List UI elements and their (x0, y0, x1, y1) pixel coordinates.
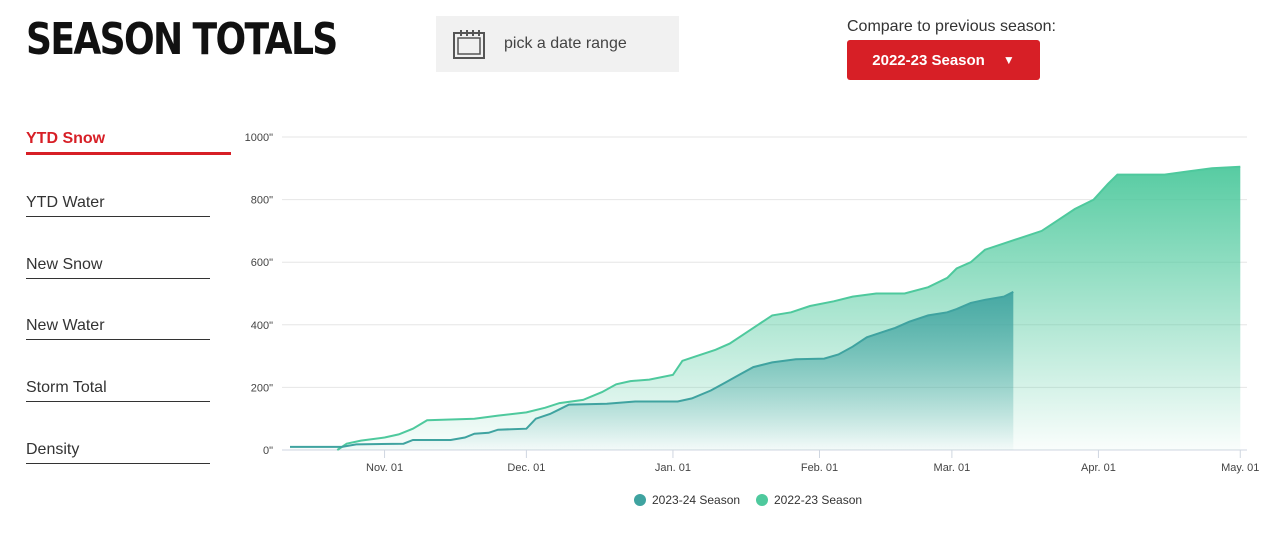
nav-item-new-snow[interactable]: New Snow (26, 256, 210, 279)
nav-item-ytd-snow[interactable]: YTD Snow (26, 130, 231, 155)
calendar-icon (453, 30, 485, 59)
x-tick-label: Feb. 01 (801, 462, 838, 474)
x-tick-label: Dec. 01 (507, 462, 545, 474)
season-select-value: 2022-23 Season (872, 51, 985, 69)
x-tick-label: May. 01 (1221, 462, 1259, 474)
x-tick-label: Apr. 01 (1081, 462, 1116, 474)
page-title: SEASON TOTALS (26, 14, 338, 65)
season-select[interactable]: 2022-23 Season ▼ (847, 40, 1040, 80)
nav-item-storm-total[interactable]: Storm Total (26, 379, 210, 402)
legend-marker (634, 494, 646, 506)
y-tick-label: 200" (251, 382, 273, 394)
series-line-2023-24 (290, 291, 1014, 448)
y-tick-label: 1000" (245, 132, 273, 144)
y-tick-label: 600" (251, 257, 273, 269)
caret-down-icon: ▼ (1002, 53, 1015, 67)
nav-item-ytd-water[interactable]: YTD Water (26, 194, 210, 217)
x-tick-label: Nov. 01 (366, 462, 403, 474)
date-range-label: pick a date range (504, 35, 627, 52)
series-line-2022-23 (336, 165, 1241, 451)
series-area-2023-24 (290, 291, 1014, 450)
y-tick-label: 400" (251, 320, 273, 332)
nav-item-density[interactable]: Density (26, 441, 210, 464)
x-tick-label: Mar. 01 (934, 462, 971, 474)
date-range-button[interactable]: pick a date range (436, 16, 679, 72)
compare-label: Compare to previous season: (847, 18, 1056, 35)
legend-marker (756, 494, 768, 506)
nav-item-new-water[interactable]: New Water (26, 317, 210, 340)
x-tick-label: Jan. 01 (655, 462, 691, 474)
y-tick-label: 0" (263, 445, 273, 457)
series-area-2022-23 (337, 166, 1241, 450)
y-tick-label: 800" (251, 195, 273, 207)
legend-label[interactable]: 2022-23 Season (774, 493, 862, 507)
legend-label[interactable]: 2023-24 Season (652, 493, 740, 507)
